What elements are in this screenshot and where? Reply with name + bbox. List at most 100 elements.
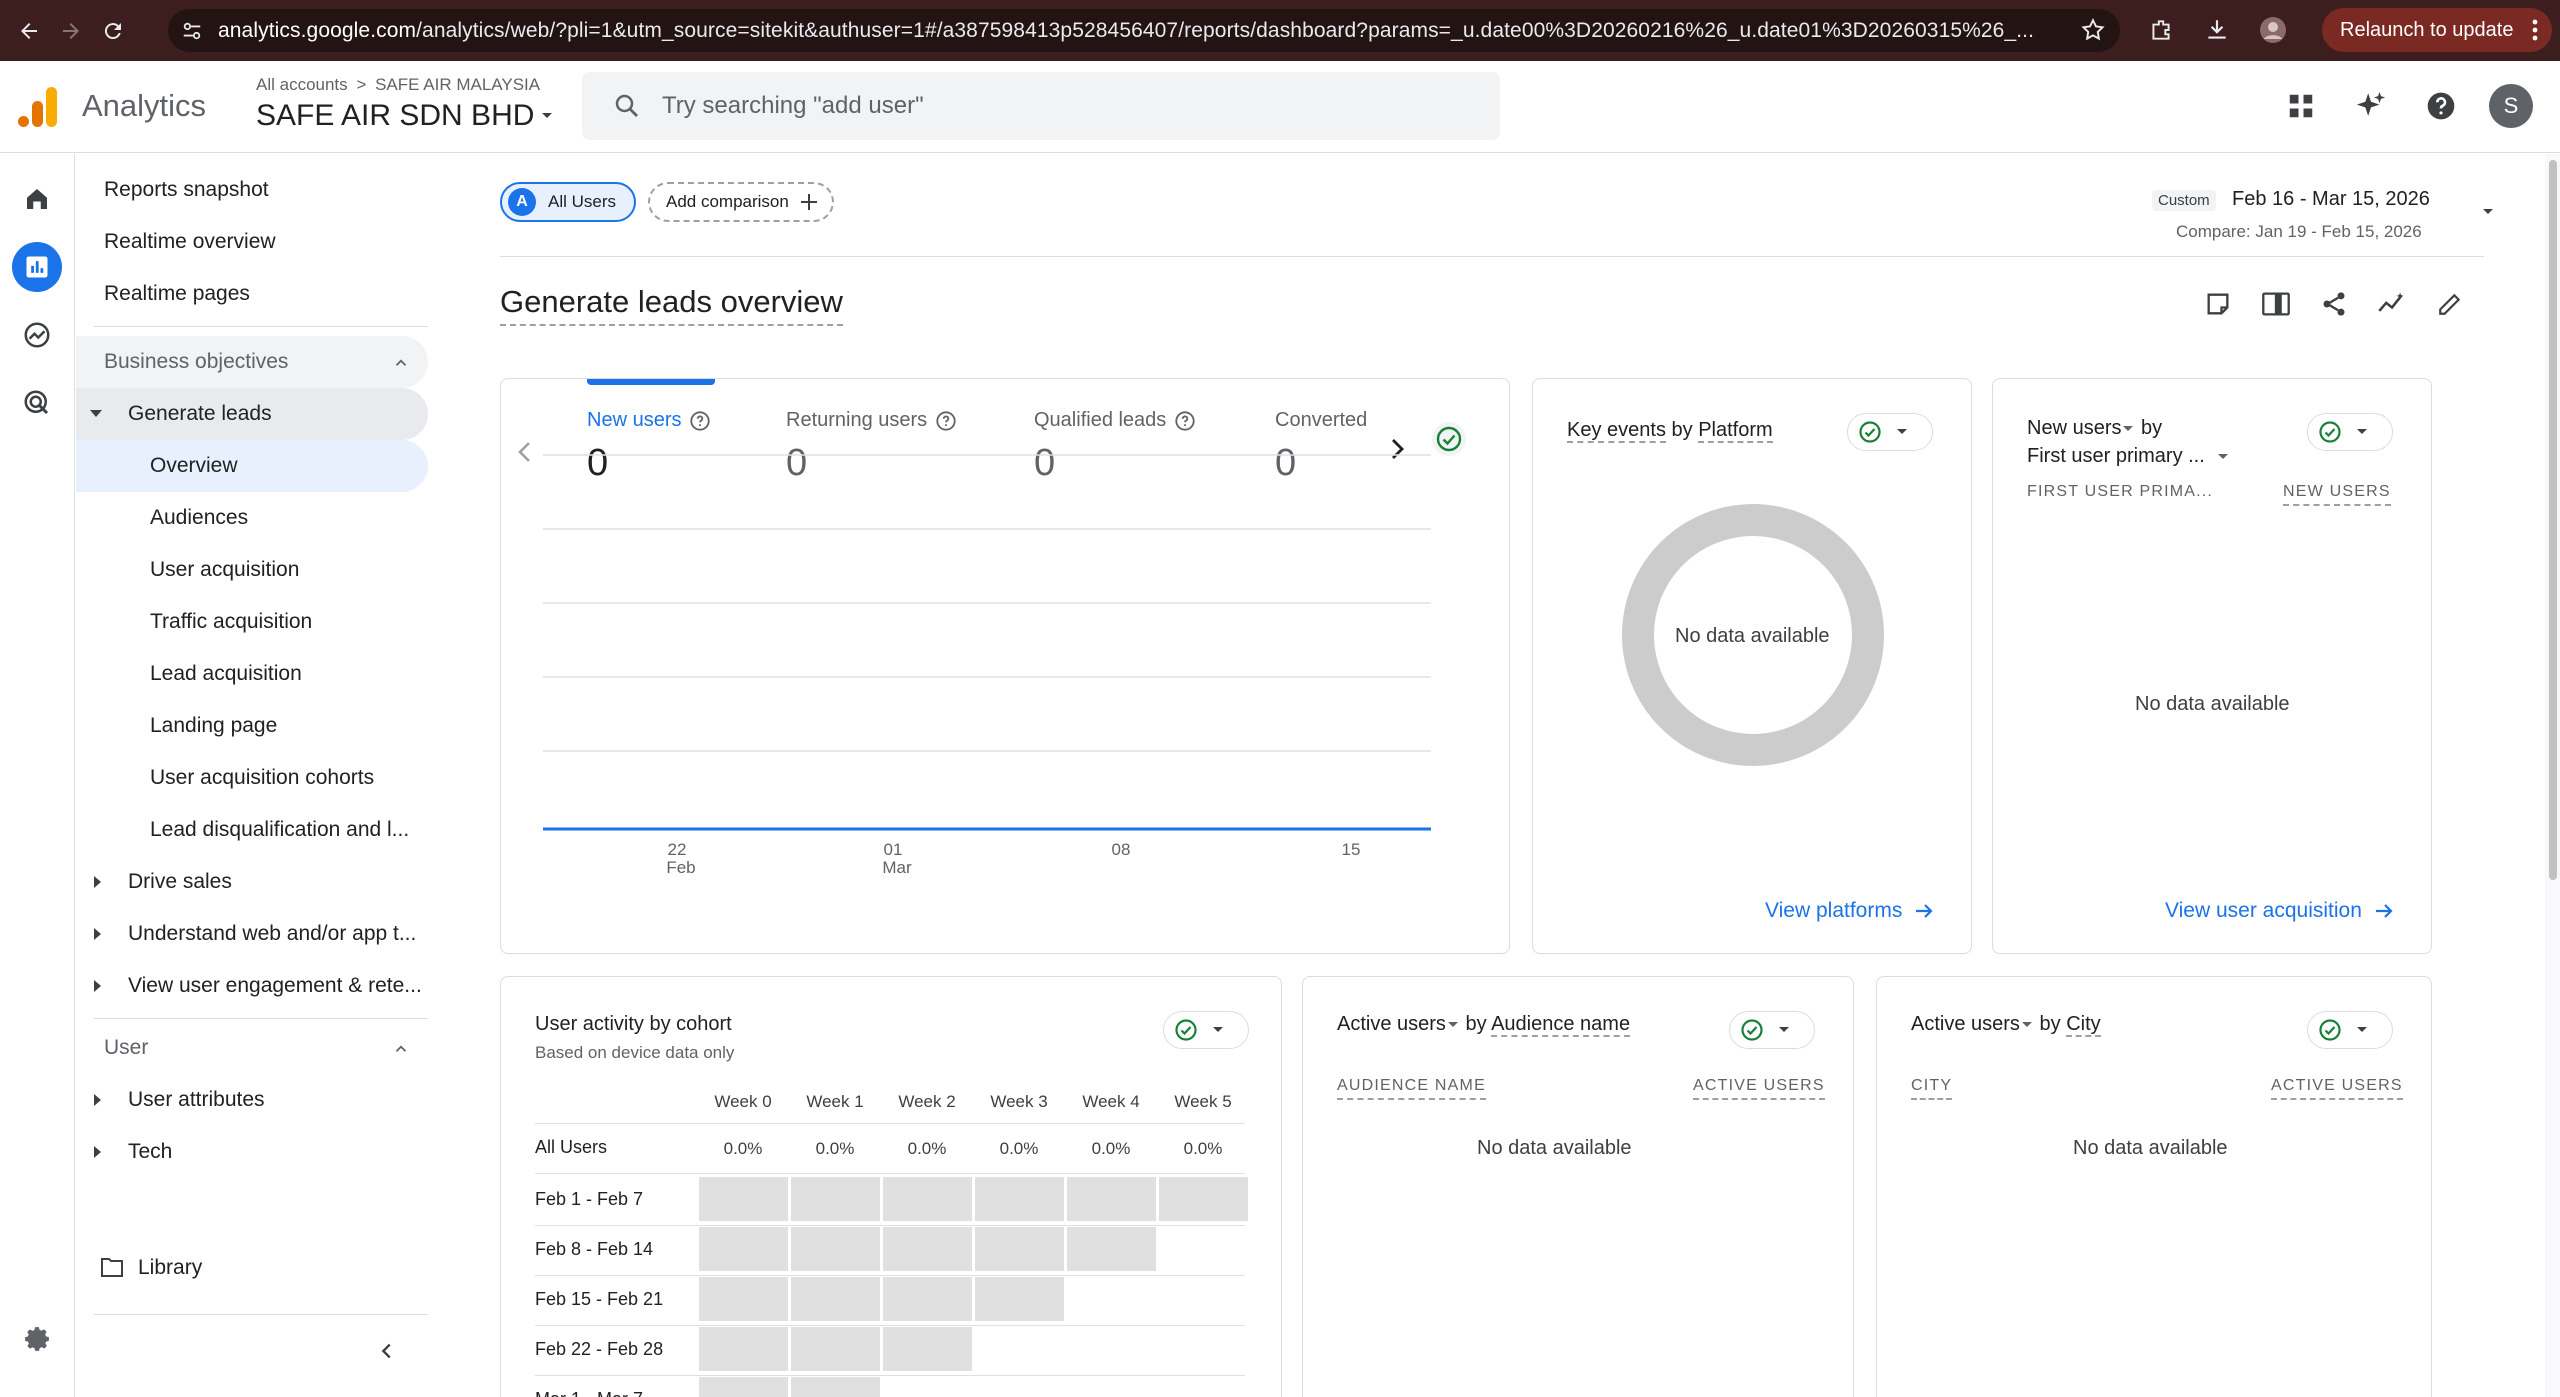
analytics-logo-icon[interactable] <box>16 85 60 129</box>
cohort-cell[interactable] <box>699 1227 788 1271</box>
group-tech[interactable]: Tech <box>76 1126 428 1178</box>
relaunch-button[interactable]: Relaunch to update <box>2322 8 2552 52</box>
group-drive-sales[interactable]: Drive sales <box>76 856 428 908</box>
address-bar[interactable]: analytics.google.com/analytics/web/?pli=… <box>168 9 2120 52</box>
cohort-cell[interactable] <box>975 1227 1064 1271</box>
search-bar[interactable] <box>582 72 1500 140</box>
view-platforms-link[interactable]: View platforms <box>1765 899 1934 923</box>
cohort-cell[interactable] <box>699 1177 788 1221</box>
reports-icon[interactable] <box>12 242 62 292</box>
chevron-left-icon[interactable] <box>515 439 535 465</box>
card-options-chip[interactable] <box>2307 1011 2393 1049</box>
nav-realtime-overview[interactable]: Realtime overview <box>104 230 276 253</box>
dimension-selector[interactable]: First user primary ... <box>2027 445 2230 468</box>
add-comparison-button[interactable]: Add comparison <box>648 182 834 222</box>
cohort-cell[interactable] <box>975 1277 1064 1321</box>
nav-overview[interactable]: Overview <box>76 440 428 492</box>
card-options-chip[interactable] <box>2307 413 2393 451</box>
nav-traffic-acquisition[interactable]: Traffic acquisition <box>150 610 313 633</box>
group-user-attributes[interactable]: User attributes <box>76 1074 428 1126</box>
view-user-acquisition-link[interactable]: View user acquisition <box>2165 899 2394 923</box>
cohort-cell[interactable] <box>883 1227 972 1271</box>
cohort-cell[interactable] <box>791 1177 880 1221</box>
group-understand-web[interactable]: Understand web and/or app t... <box>76 908 428 960</box>
metric-selector[interactable]: Key events <box>1567 419 1666 443</box>
dimension-selector[interactable]: Platform <box>1698 419 1773 443</box>
cohort-cell[interactable] <box>1067 1227 1156 1271</box>
kpi-qualified-leads[interactable]: Qualified leads 0 <box>1034 409 1196 485</box>
nav-user-acquisition-cohorts[interactable]: User acquisition cohorts <box>150 766 375 789</box>
scrollbar-thumb[interactable] <box>2549 160 2557 880</box>
column-header[interactable]: CITY <box>1911 1077 1953 1100</box>
collapse-nav-icon[interactable] <box>376 1340 398 1362</box>
help-icon[interactable] <box>2416 81 2466 131</box>
cohort-cell[interactable] <box>791 1277 880 1321</box>
section-business-objectives[interactable]: Business objectives <box>76 336 428 388</box>
dimension-selector[interactable]: City <box>2066 1013 2101 1037</box>
edit-pencil-icon[interactable] <box>2428 282 2472 326</box>
cohort-cell[interactable] <box>699 1327 788 1371</box>
nav-audiences[interactable]: Audiences <box>150 506 249 529</box>
nav-lead-disqualification[interactable]: Lead disqualification and l... <box>150 818 410 841</box>
cohort-cell[interactable] <box>699 1377 788 1397</box>
column-header-sortable[interactable]: NEW USERS <box>2283 483 2391 506</box>
home-icon[interactable] <box>12 174 62 224</box>
dimension-selector[interactable]: Audience name <box>1491 1013 1631 1037</box>
download-icon[interactable] <box>2196 9 2238 51</box>
metric-selector[interactable]: New users <box>2027 417 2135 439</box>
nav-lead-acquisition[interactable]: Lead acquisition <box>150 662 302 685</box>
metric-selector[interactable]: Active users <box>1337 1013 1460 1035</box>
apps-grid-icon[interactable] <box>2276 81 2326 131</box>
kpi-new-users[interactable]: New users 0 <box>587 409 711 485</box>
metric-selector[interactable]: Active users <box>1911 1013 2034 1035</box>
nav-landing-page[interactable]: Landing page <box>150 714 278 737</box>
kpi-converted[interactable]: Converted 0 <box>1275 409 1368 484</box>
account-avatar[interactable]: S <box>2486 81 2536 131</box>
search-input[interactable] <box>662 92 1462 120</box>
check-circle-icon[interactable] <box>1431 421 1467 457</box>
help-outline-icon[interactable] <box>935 410 957 432</box>
property-selector[interactable]: SAFE AIR SDN BHD <box>256 99 554 133</box>
forward-icon[interactable] <box>50 10 92 52</box>
more-vert-icon[interactable] <box>2532 18 2538 42</box>
insights-sparkline-icon[interactable] <box>2370 282 2414 326</box>
section-user[interactable]: User <box>76 1022 428 1074</box>
column-header-sortable[interactable]: ACTIVE USERS <box>2271 1077 2403 1100</box>
insights-note-icon[interactable] <box>2196 282 2240 326</box>
share-icon[interactable] <box>2312 282 2356 326</box>
profile-icon[interactable] <box>2252 9 2294 51</box>
cohort-cell[interactable] <box>883 1327 972 1371</box>
nav-user-acquisition[interactable]: User acquisition <box>150 558 300 581</box>
column-header-sortable[interactable]: ACTIVE USERS <box>1693 1077 1825 1100</box>
help-outline-icon[interactable] <box>1174 410 1196 432</box>
cohort-cell[interactable] <box>975 1177 1064 1221</box>
card-options-chip[interactable] <box>1729 1011 1815 1049</box>
help-outline-icon[interactable] <box>689 410 711 432</box>
kpi-returning-users[interactable]: Returning users 0 <box>786 409 957 485</box>
account-breadcrumb[interactable]: All accounts > SAFE AIR MALAYSIA <box>256 75 541 94</box>
cohort-cell[interactable] <box>1159 1177 1248 1221</box>
cohort-cell[interactable] <box>791 1327 880 1371</box>
extensions-icon[interactable] <box>2140 9 2182 51</box>
nav-realtime-pages[interactable]: Realtime pages <box>104 282 250 305</box>
group-user-engagement[interactable]: View user engagement & rete... <box>76 960 428 1012</box>
cohort-cell[interactable] <box>699 1277 788 1321</box>
all-users-chip[interactable]: A All Users <box>500 182 636 222</box>
cohort-cell[interactable] <box>1067 1177 1156 1221</box>
nav-library[interactable]: Library <box>76 1242 428 1294</box>
group-generate-leads[interactable]: Generate leads <box>76 388 428 440</box>
explore-icon[interactable] <box>12 310 62 360</box>
advertising-icon[interactable] <box>12 378 62 428</box>
back-icon[interactable] <box>8 10 50 52</box>
cohort-cell[interactable] <box>883 1177 972 1221</box>
card-options-chip[interactable] <box>1847 413 1933 451</box>
cohort-cell[interactable] <box>883 1277 972 1321</box>
compare-columns-icon[interactable] <box>2254 282 2298 326</box>
sparkle-icon[interactable] <box>2346 81 2396 131</box>
reload-icon[interactable] <box>92 10 134 52</box>
cohort-cell[interactable] <box>791 1377 880 1397</box>
card-options-chip[interactable] <box>1163 1011 1249 1049</box>
settings-gear-icon[interactable] <box>12 1314 62 1364</box>
site-info-icon[interactable] <box>178 17 206 45</box>
cohort-cell[interactable] <box>791 1227 880 1271</box>
